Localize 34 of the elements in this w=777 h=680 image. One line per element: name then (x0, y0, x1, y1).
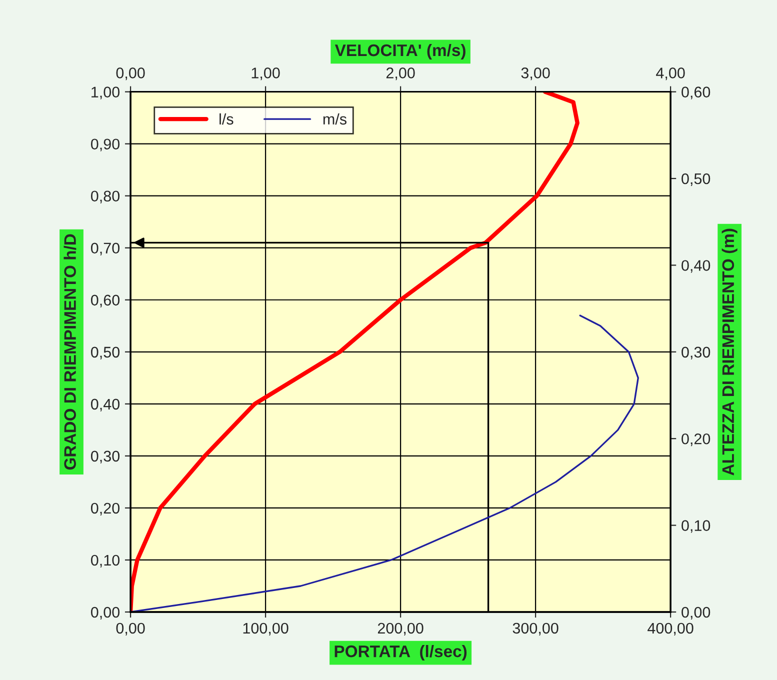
y-tick-label: 0,60 (90, 294, 120, 308)
x-tick-label: 400,00 (648, 622, 694, 636)
y2-tick-label: 0,20 (682, 433, 710, 446)
x-tick-label: 300,00 (512, 622, 558, 636)
x2-axis-title: VELOCITA' (m/s) (334, 44, 466, 60)
x-tick-label: 100,00 (243, 622, 288, 636)
x2-tick-label: 4,00 (656, 68, 685, 80)
y-tick-label: 0,90 (90, 138, 120, 152)
y-tick-label: 0,10 (90, 554, 120, 568)
x-tick-label: 200,00 (378, 622, 424, 636)
y2-tick-label: 0,10 (682, 520, 710, 533)
legend-label: l/s (220, 113, 234, 125)
y-tick-label: 0,00 (90, 606, 120, 620)
y-tick-label: 0,70 (90, 242, 120, 256)
x-tick-label: 0,00 (116, 622, 145, 636)
y-axis-title: GRADO DI RIEMPIMENTO h/D (64, 234, 76, 470)
x2-tick-label: 0,00 (116, 68, 145, 80)
x2-tick-label: 3,00 (521, 68, 550, 80)
y2-tick-label: 0,00 (682, 606, 710, 620)
x-axis-title: PORTATA (l/sec) (334, 644, 467, 661)
y-tick-label: 0,20 (90, 502, 120, 516)
x2-tick-label: 1,00 (252, 68, 280, 80)
x2-tick-label: 2,00 (386, 68, 415, 80)
y-tick-label: 0,40 (90, 398, 120, 412)
legend-label: m/s (323, 113, 346, 125)
y2-tick-label: 0,60 (682, 86, 710, 100)
y2-axis-title: ALTEZZA DI RIEMPIMENTO (m) (722, 228, 738, 476)
y-tick-label: 1,00 (92, 86, 120, 100)
y2-tick-label: 0,30 (682, 346, 710, 360)
y-tick-label: 0,50 (90, 346, 120, 360)
y-tick-label: 0,80 (90, 190, 120, 204)
y-tick-label: 0,30 (90, 450, 120, 464)
y2-tick-label: 0,50 (682, 173, 710, 186)
y2-tick-label: 0,40 (682, 260, 710, 273)
